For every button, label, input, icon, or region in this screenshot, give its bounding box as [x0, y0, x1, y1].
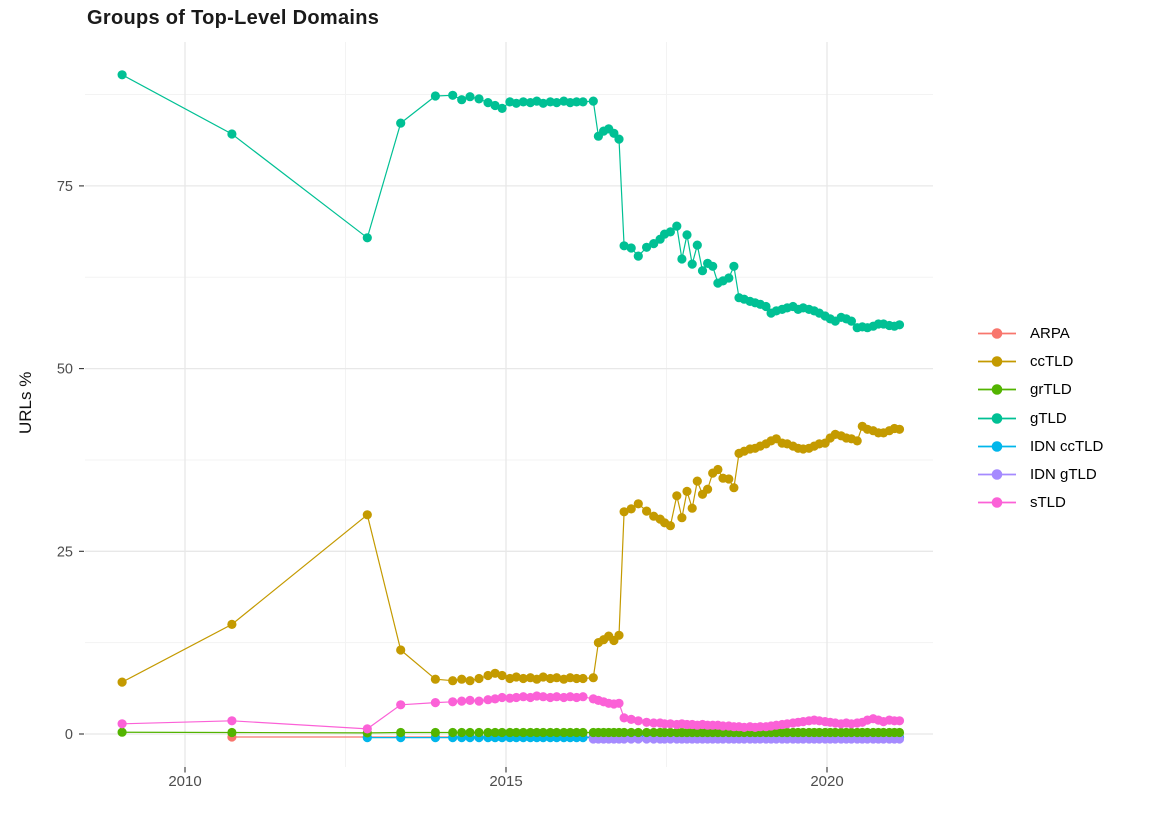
- legend-key-icon: [978, 412, 1016, 424]
- legend-item-arpa: ARPA: [978, 319, 1103, 347]
- series-points: [117, 691, 905, 734]
- legend-item-idn-gtld: IDN gTLD: [978, 460, 1103, 488]
- y-tick-label: 0: [65, 727, 73, 743]
- y-axis-title: URLs %: [16, 371, 35, 434]
- axis-tick-labels: 0 25 50 75 2010 2015 2020: [57, 179, 844, 790]
- series-stld: [117, 691, 905, 734]
- y-tick-label: 50: [57, 362, 73, 378]
- axis-ticks: [79, 185, 828, 773]
- legend-label: IDN ccTLD: [1030, 437, 1104, 455]
- legend-item-cctld: ccTLD: [978, 347, 1103, 375]
- legend-item-gtld: gTLD: [978, 404, 1103, 432]
- legend-key-icon: [978, 469, 1016, 480]
- legend: ARPA ccTLD grTLD gTLD IDN ccTLD IDN gTLD sTLD: [978, 319, 1103, 517]
- series-gtld: [117, 70, 905, 333]
- gridlines-major: [85, 42, 933, 767]
- legend-label: sTLD: [1030, 494, 1066, 512]
- legend-label: ccTLD: [1030, 352, 1074, 370]
- legend-label: IDN gTLD: [1030, 466, 1097, 484]
- legend-key-icon: [978, 384, 1016, 396]
- series-cctld: [117, 421, 905, 687]
- legend-label: ARPA: [1030, 324, 1070, 342]
- legend-item-grtld: grTLD: [978, 376, 1103, 404]
- legend-key-icon: [978, 356, 1016, 367]
- legend-key-icon: [978, 327, 1016, 339]
- legend-item-idn-cctld: IDN ccTLD: [978, 432, 1103, 460]
- x-tick-label: 2010: [168, 773, 201, 790]
- y-tick-label: 75: [57, 179, 73, 195]
- series-line: [121, 74, 900, 329]
- chart-title: Groups of Top-Level Domains: [87, 7, 380, 29]
- legend-label: gTLD: [1030, 409, 1067, 427]
- series-points: [117, 421, 905, 687]
- series-line: [121, 425, 900, 683]
- x-tick-label: 2015: [489, 773, 522, 790]
- y-tick-label: 25: [57, 544, 73, 560]
- gridlines-minor: [85, 42, 933, 767]
- legend-item-stld: sTLD: [978, 489, 1103, 517]
- series-points: [117, 70, 905, 333]
- legend-key-icon: [978, 441, 1016, 452]
- series-points: [588, 734, 905, 744]
- legend-label: grTLD: [1030, 381, 1072, 399]
- legend-key-icon: [978, 497, 1016, 509]
- x-tick-label: 2020: [810, 773, 843, 790]
- series-idn-gtld: [588, 734, 905, 744]
